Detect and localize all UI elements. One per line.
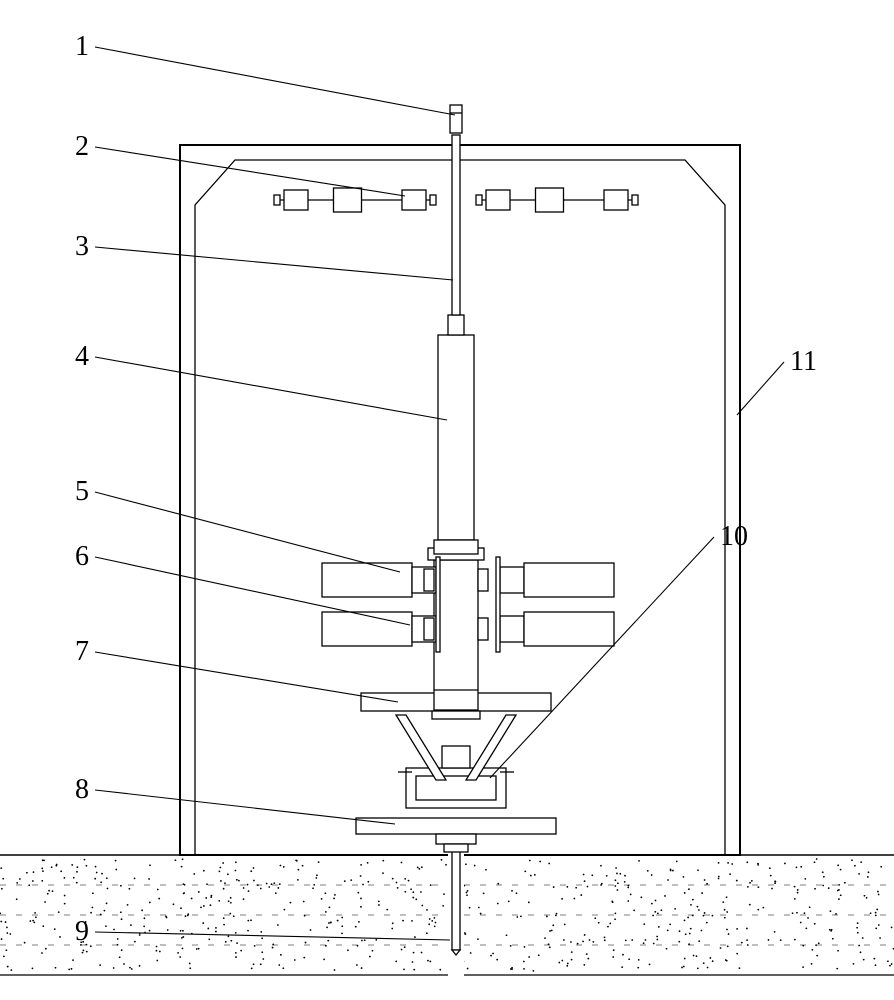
callout-label: 4 (75, 341, 89, 372)
callout-label: 9 (75, 916, 89, 947)
callout-label: 8 (75, 774, 89, 805)
callout-label: 10 (720, 521, 748, 552)
technical-figure: 1 2 3 4 5 6 7 8 9 10 11 (0, 0, 894, 1000)
callout-label: 6 (75, 541, 89, 572)
callout-label: 5 (75, 476, 89, 507)
callout-label: 7 (75, 636, 89, 667)
callout-label: 11 (790, 346, 817, 377)
callout-label: 3 (75, 231, 89, 262)
callout-label: 2 (75, 131, 89, 162)
callout-label: 1 (75, 31, 89, 62)
